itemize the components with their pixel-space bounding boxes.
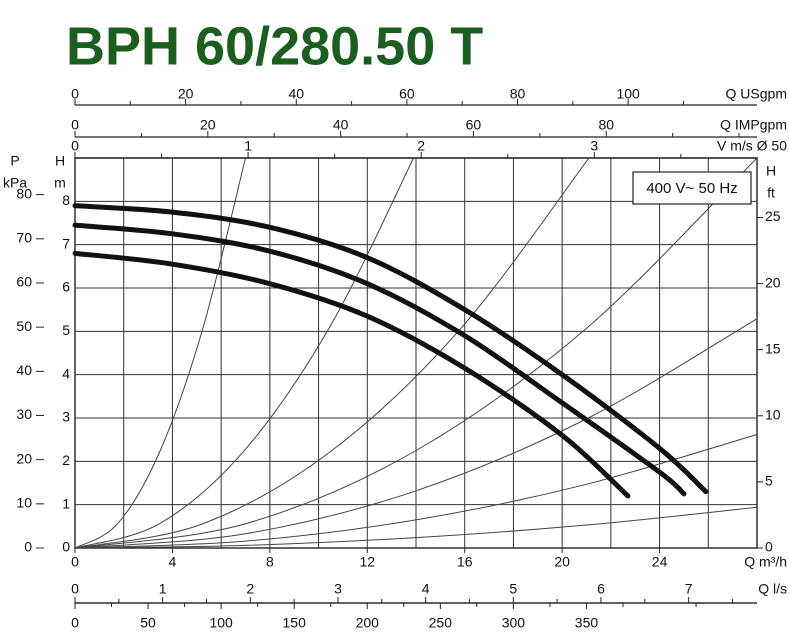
axis-tick-label: 1 — [244, 138, 252, 154]
axis-tick-label: 80 — [510, 86, 526, 102]
x-tick-label: 12 — [359, 554, 375, 570]
resistance-curve — [75, 158, 415, 548]
axis-tick-label: 25 — [765, 208, 781, 224]
axis-tick-label: 4 — [422, 581, 430, 597]
resistance-curve — [75, 158, 757, 548]
resistance-curve — [75, 318, 757, 548]
resistance-curve — [75, 158, 246, 548]
x-tick-label: 24 — [652, 554, 668, 570]
axis-tick-label: 20 — [200, 117, 216, 133]
axis-tick-label: 50 — [140, 615, 156, 631]
axis-tick-label: 150 — [283, 615, 307, 631]
axis-tick-label: 3 — [590, 138, 598, 154]
annotation: 400 V~ 50 Hz — [646, 180, 737, 197]
axis-tick-label: 50 — [16, 318, 32, 334]
x-tick-label: 4 — [169, 554, 177, 570]
axis-tick-label: 20 — [178, 86, 194, 102]
axis-symbol: H — [766, 163, 776, 179]
x-tick-label: 0 — [71, 554, 79, 570]
y-tick-label: 0 — [62, 539, 70, 555]
resistance-curve — [75, 506, 757, 548]
axis-tick-label: 6 — [597, 581, 605, 597]
axis-tick-label: 20 — [765, 274, 781, 290]
axis-tick-label: 3 — [334, 581, 342, 597]
axis-tick-label: 80 — [598, 117, 614, 133]
y-axis-symbol: H — [55, 153, 65, 169]
axis-tick-label: 30 — [16, 406, 32, 422]
axis-tick-label: 40 — [333, 117, 349, 133]
axis-tick-label: 20 — [16, 450, 32, 466]
axis-tick-label: 0 — [71, 138, 79, 154]
y-tick-label: 1 — [62, 495, 70, 511]
x-axis-label: Q m³/h — [744, 554, 787, 570]
axis-label: Q IMPgpm — [720, 117, 787, 133]
axis-tick-label: 0 — [71, 117, 79, 133]
x-tick-label: 16 — [457, 554, 473, 570]
annotation-frame — [632, 171, 752, 205]
y-axis-unit: m — [54, 175, 66, 191]
axis-tick-label: 60 — [466, 117, 482, 133]
y-tick-label: 5 — [62, 322, 70, 338]
axis-tick-label: 70 — [16, 230, 32, 246]
pump-curve — [72, 222, 687, 497]
axis-tick-label: 5 — [509, 581, 517, 597]
resistance-curve — [75, 158, 590, 548]
y-tick-label: 3 — [62, 409, 70, 425]
axis-tick-label: 5 — [765, 473, 773, 489]
y-tick-label: 8 — [62, 192, 70, 208]
pump-curve — [72, 250, 631, 499]
axis-tick-label: 10 — [16, 495, 32, 511]
x-tick-label: 8 — [266, 554, 274, 570]
chart-title: BPH 60/280.50 T — [66, 16, 483, 76]
pump-curve — [72, 203, 709, 495]
axis-tick-label: 0 — [24, 539, 32, 555]
axis-tick-label: 300 — [502, 615, 526, 631]
axis-tick-label: 10 — [765, 406, 781, 422]
axis-tick-label: 15 — [765, 340, 781, 356]
x-tick-label: 20 — [554, 554, 570, 570]
axis-tick-label: 60 — [16, 274, 32, 290]
axis-tick-label: 0 — [71, 86, 79, 102]
axis-tick-label: 40 — [16, 362, 32, 378]
axis-tick-label: 100 — [209, 615, 233, 631]
axis-tick-label: 80 — [16, 185, 32, 201]
axis-label: V m/s Ø 50 — [717, 138, 787, 154]
axis-unit: ft — [767, 185, 775, 201]
axis-tick-label: 40 — [288, 86, 304, 102]
y-tick-label: 2 — [62, 452, 70, 468]
axis-tick-label: 200 — [356, 615, 380, 631]
axis-label: Q l/s — [758, 581, 787, 597]
axis-tick-label: 350 — [575, 615, 599, 631]
axis-tick-label: 60 — [399, 86, 415, 102]
annotation-box: 400 V~ 50 Hz — [632, 171, 752, 205]
axis-unit: kPa — [3, 175, 27, 191]
axis-tick-label: 2 — [417, 138, 425, 154]
axis-tick-label: 100 — [616, 86, 640, 102]
axis-tick-label: 0 — [71, 615, 79, 631]
y-tick-label: 7 — [62, 235, 70, 251]
axis-tick-label: 2 — [246, 581, 254, 597]
y-tick-label: 6 — [62, 279, 70, 295]
axis-label: Q USgpm — [726, 86, 787, 102]
axis-tick-label: 250 — [429, 615, 453, 631]
axis-tick-label: 0 — [765, 539, 773, 555]
axis-symbol: P — [10, 153, 19, 169]
axis-tick-label: 1 — [159, 581, 167, 597]
y-tick-label: 4 — [62, 365, 70, 381]
resistance-curve — [75, 433, 757, 548]
axis-tick-label: 7 — [685, 581, 693, 597]
axis-tick-label: 0 — [71, 581, 79, 597]
